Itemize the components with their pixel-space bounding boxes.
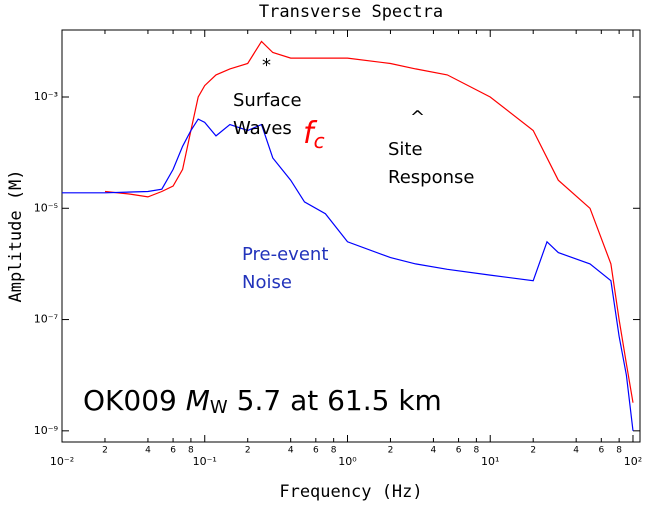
y-tick-label: 10⁻⁷ [34, 313, 58, 326]
plot-frame [61, 29, 641, 443]
x-tick-label: 4 [573, 446, 579, 456]
x-tick-label: 6 [170, 446, 176, 456]
annotation: ^ [410, 107, 425, 128]
x-axis-label: Frequency (Hz) [279, 482, 422, 502]
annotation: Surface [233, 90, 302, 111]
x-tick-label: 10¹ [481, 455, 499, 468]
x-tick-label: 8 [188, 446, 194, 456]
y-tick-label: 10⁻³ [34, 90, 58, 103]
x-tick-label: 10⁰ [338, 455, 357, 468]
annotation: Response [388, 167, 474, 188]
x-tick-label: 10⁻¹ [193, 455, 217, 468]
annotation: fc [303, 116, 325, 153]
x-tick-label: 6 [456, 446, 462, 456]
annotation: OK009 MW 5.7 at 61.5 km [83, 384, 442, 418]
x-tick-label: 4 [145, 446, 151, 456]
annotation: 5.7 at 61.5 km [228, 384, 442, 417]
x-tick-label: 10² [624, 455, 642, 468]
x-tick-label: 4 [288, 446, 294, 456]
x-tick-label: 2 [245, 446, 251, 456]
spectrum-line [104, 40, 634, 403]
annotation: c [314, 129, 325, 153]
x-tick-label: 10⁻² [50, 455, 74, 468]
annotation: Waves [233, 118, 292, 139]
chart-title: Transverse Spectra [259, 2, 443, 22]
annotation: M [186, 384, 210, 417]
annotation: Pre-event [242, 244, 328, 265]
x-tick-label: 8 [474, 446, 480, 456]
x-tick-label: 8 [616, 446, 622, 456]
x-tick-label: 2 [388, 446, 394, 456]
annotation: Noise [242, 272, 292, 293]
x-tick-label: 2 [530, 446, 536, 456]
annotation: OK009 [83, 384, 186, 417]
spectrum-line [62, 118, 634, 431]
x-tick-label: 6 [598, 446, 604, 456]
x-tick-label: 8 [331, 446, 337, 456]
annotation: W [210, 397, 228, 418]
y-tick-label: 10⁻⁹ [34, 424, 58, 437]
x-tick-label: 2 [102, 446, 108, 456]
annotation: Site [388, 139, 423, 160]
x-tick-label: 4 [431, 446, 437, 456]
y-tick-label: 10⁻⁵ [34, 201, 58, 214]
annotation: * [262, 55, 271, 76]
x-tick-label: 6 [313, 446, 319, 456]
y-axis-label: Amplitude (M) [6, 169, 26, 302]
